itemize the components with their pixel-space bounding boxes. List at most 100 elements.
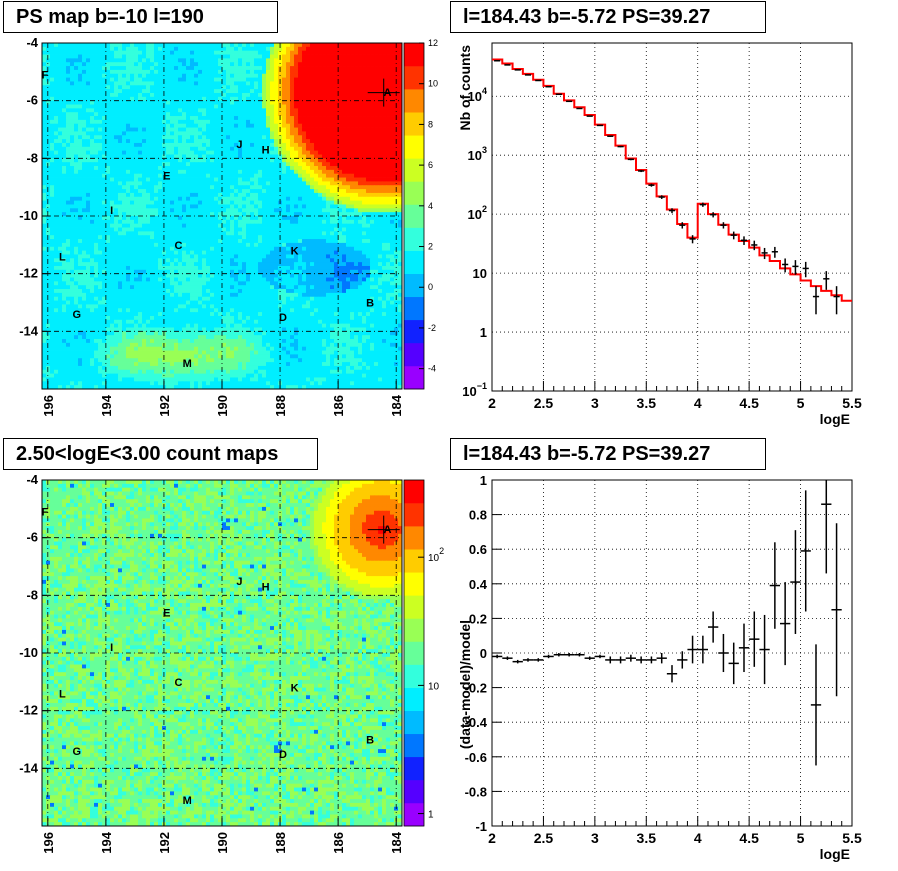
ps-map-pixel [182,196,187,202]
ps-map-pixel [370,73,375,78]
ps-map-pixel [70,158,75,163]
ps-map-pixel [186,139,191,144]
ps-map-pixel [94,46,99,52]
ps-map-pixel [302,173,307,178]
ps-map-pixel [102,154,107,159]
ps-map-pixel [294,219,299,225]
ps-map-pixel [262,116,267,121]
ps-map-pixel [274,66,279,71]
ps-map-pixel [130,177,135,182]
ps-map-pixel [322,177,327,182]
ps-map-pixel [54,200,59,205]
ps-map-pixel [178,142,183,148]
ps-map-pixel [194,196,199,202]
ps-map-pixel [346,181,351,186]
ps-map-pixel [82,242,87,248]
ps-map-pixel [310,123,315,128]
ps-map-pixel [334,223,339,228]
ps-map-pixel [122,219,127,225]
ps-map-pixel [162,158,167,163]
ps-map-pixel [126,185,131,190]
ps-map-pixel [174,146,179,152]
ps-map-pixel [290,85,295,90]
ps-map-pixel [250,100,255,105]
ps-map-pixel [354,142,359,148]
ps-map-pixel [310,139,315,144]
ps-map-pixel [242,104,247,109]
ps-map-pixel [230,154,235,159]
ps-map-pixel [318,123,323,128]
ps-map-pixel [382,219,387,225]
ps-map-pixel [222,112,227,117]
ps-map-pixel [70,69,75,75]
ps-map-pixel [126,235,131,240]
ps-map-pixel [86,208,91,213]
ps-map-pixel [158,54,163,59]
ps-map-pixel [126,177,131,182]
ps-map-pixel [102,169,107,175]
ps-map-pixel [126,189,131,194]
ps-map-pixel [130,85,135,90]
ps-map-pixel [146,119,151,125]
ps-map-pixel [210,131,215,136]
ps-map-pixel [262,139,267,144]
ps-map-pixel [190,112,195,117]
ps-map-pixel [334,62,339,67]
ps-map-pixel [70,66,75,71]
ps-map-pixel [338,208,343,213]
ps-map-pixel [242,166,247,171]
ps-map-pixel [162,62,167,67]
ps-map-pixel [134,92,139,98]
ps-map-pixel [254,189,259,194]
ps-map-pixel [86,177,91,182]
ps-map-pixel [194,200,199,205]
ps-map-pixel [214,173,219,178]
ps-map-pixel [58,169,63,175]
ps-map-pixel [298,150,303,155]
ps-map-pixel [314,192,319,198]
ps-map-pixel [174,135,179,140]
ps-map-pixel [274,246,279,251]
ps-map-pixel [210,81,215,86]
ps-map-pixel [54,112,59,117]
ps-map-pixel [242,227,247,232]
ps-map-pixel [302,54,307,59]
ps-map-pixel [234,46,239,52]
ps-map-pixel [346,216,351,221]
ps-map-pixel [110,227,115,232]
ps-map-pixel [290,112,295,117]
ps-map-pixel [82,169,87,175]
ps-map-pixel [206,112,211,117]
ps-map-pixel [50,92,55,98]
ps-map-pixel [130,196,135,202]
ps-map-pixel [270,108,275,113]
ps-map-pixel [126,89,131,94]
ps-map-pixel [146,92,151,98]
ps-map-pixel [282,112,287,117]
ps-map-pixel [98,127,103,132]
ps-map-pixel [314,185,319,190]
ps-map-pixel [174,246,179,251]
ps-map-pixel [282,154,287,159]
ps-map-pixel [234,223,239,228]
ps-map-pixel [130,112,135,117]
ps-map-pixel [378,85,383,90]
ps-map-pixel [206,96,211,102]
ps-map-pixel [366,235,371,240]
ps-map-pixel [366,62,371,67]
ps-map-pixel [178,246,183,251]
ps-map-pixel [290,135,295,140]
ps-map-pixel [110,185,115,190]
ps-map-pixel [114,242,119,248]
ps-map-pixel [210,139,215,144]
ps-map-pixel [142,139,147,144]
ps-map-pixel [126,116,131,121]
ps-map-pixel [238,196,243,202]
ps-map-pixel [82,89,87,94]
ps-map-pixel [274,139,279,144]
ps-map-pixel [294,227,299,232]
ps-map-pixel [122,242,127,248]
ps-map-pixel [334,43,339,48]
ps-map-pixel [366,231,371,236]
ps-map-pixel [310,142,315,148]
